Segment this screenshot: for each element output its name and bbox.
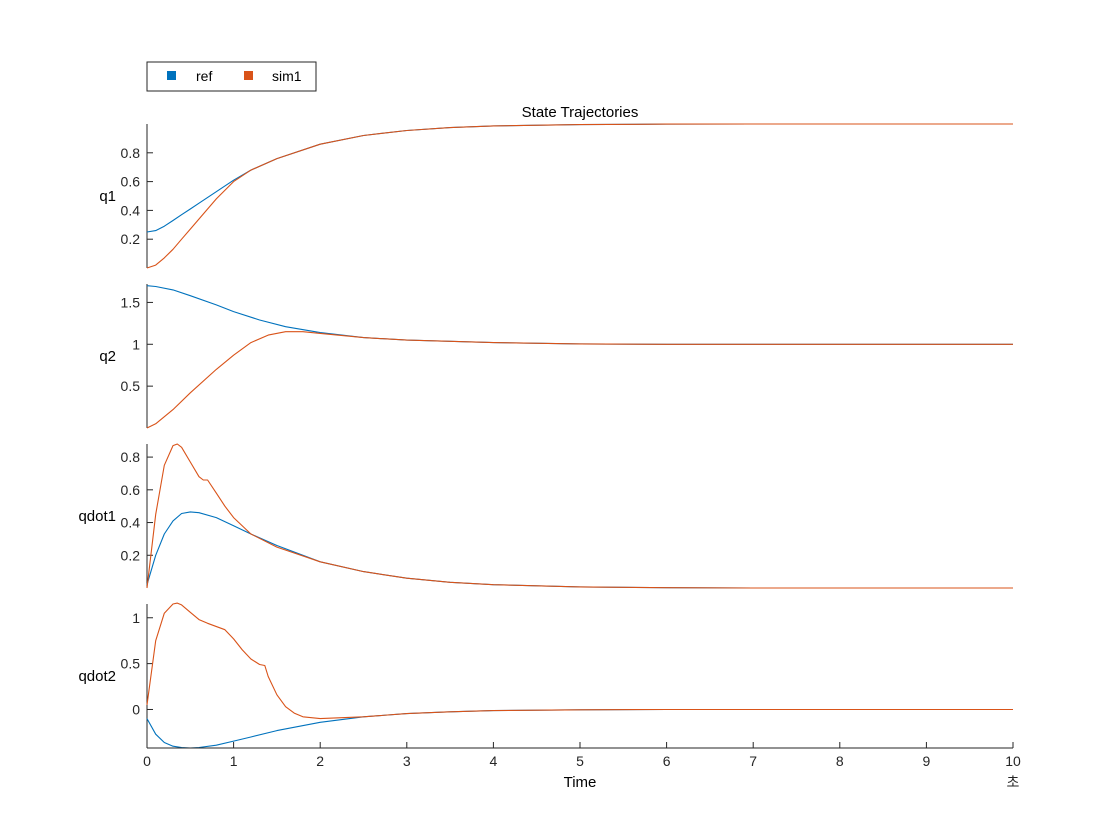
x-tick-label: 10 (1005, 753, 1021, 769)
series-line-sim1-qdot1 (146, 443, 1013, 589)
y-tick-label-q2: 0.5 (121, 378, 141, 394)
x-axis-label: Time (564, 774, 597, 791)
y-tick-label-qdot2: 0 (132, 701, 140, 717)
chart-title: State Trajectories (522, 104, 639, 121)
y-tick-label-qdot2: 0.5 (121, 656, 141, 672)
y-tick-label-q1: 0.2 (121, 231, 141, 247)
x-tick-label: 9 (923, 753, 931, 769)
x-axis: 0 1 2 3 4 5 6 7 8 9 10 (143, 742, 1021, 769)
x-tick-label: 3 (403, 753, 411, 769)
series-line-sim1-q2 (146, 331, 1013, 429)
y-axis-label-qdot2: qdot2 (78, 668, 116, 685)
y-tick-label-qdot2: 1 (132, 610, 140, 626)
y-tick-label-qdot1: 0.6 (121, 482, 141, 498)
x-tick-label: 2 (316, 753, 324, 769)
legend-label-sim1: sim1 (272, 68, 302, 84)
y-tick-label-q1: 0.6 (121, 174, 141, 190)
series-line-ref-qdot1 (146, 511, 1013, 589)
y-axis-label-qdot1: qdot1 (78, 508, 116, 525)
legend: ref sim1 (146, 61, 317, 92)
x-tick-label: 5 (576, 753, 584, 769)
y-tick-label-q1: 0.4 (121, 202, 141, 218)
legend-label-ref: ref (196, 68, 212, 84)
subplot-q2: 0.5 1 1.5 q2 (99, 284, 1013, 429)
y-axis-label-q2: q2 (99, 348, 116, 365)
subplot-qdot1: 0.2 0.4 0.6 0.8 qdot1 (78, 443, 1013, 589)
y-tick-label-q2: 1 (132, 336, 140, 352)
subplot-q1: 0.2 0.4 0.6 0.8 q1 (99, 123, 1013, 269)
y-tick-label-qdot1: 0.8 (121, 449, 141, 465)
x-tick-label: 7 (749, 753, 757, 769)
x-tick-label: 1 (230, 753, 238, 769)
series-line-sim1-q1 (146, 123, 1013, 269)
series-line-sim1-qdot2 (146, 602, 1013, 720)
x-tick-label: 8 (836, 753, 844, 769)
series-line-ref-q2 (146, 285, 1013, 345)
series-line-ref-q1 (146, 123, 1013, 233)
y-tick-label-q1: 0.8 (121, 145, 141, 161)
y-tick-label-q2: 1.5 (121, 294, 141, 310)
x-axis-unit: 초 (1007, 774, 1020, 790)
x-tick-label: 4 (490, 753, 498, 769)
y-tick-label-qdot1: 0.2 (121, 547, 141, 563)
x-tick-label: 0 (143, 753, 151, 769)
y-tick-label-qdot1: 0.4 (121, 515, 141, 531)
subplots: 0.2 0.4 0.6 0.8 q1 0.5 1 1.5 q2 0.2 0.4 0.6 0.8 qdot1… (78, 123, 1013, 749)
subplot-qdot2: 0 0.5 1 qdot2 (78, 602, 1013, 749)
y-axis-label-q1: q1 (99, 188, 116, 205)
legend-swatch-sim1 (244, 71, 253, 80)
legend-swatch-ref (167, 71, 176, 80)
x-tick-label: 6 (663, 753, 671, 769)
